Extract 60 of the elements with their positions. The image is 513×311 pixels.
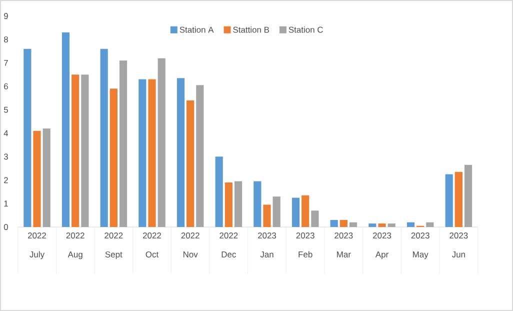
y-tick-label: 8 <box>4 36 8 42</box>
y-tick-label: 3 <box>4 154 8 160</box>
bar <box>272 196 280 227</box>
bar <box>426 222 434 227</box>
bar <box>110 88 118 227</box>
legend-label: Station A <box>180 26 214 33</box>
y-tick-label: 1 <box>4 200 8 206</box>
y-tick-label: 0 <box>4 224 8 230</box>
category-label: 2022 Aug <box>66 232 84 260</box>
category-label: 2022 July <box>28 232 46 260</box>
bar <box>234 181 242 227</box>
bar <box>186 100 194 227</box>
bar <box>176 78 185 227</box>
bar <box>330 220 338 227</box>
y-tick-label: 9 <box>4 13 8 19</box>
category-label: 2023 Mar <box>334 232 353 258</box>
bar <box>81 74 89 227</box>
bar <box>378 223 386 227</box>
bar <box>340 220 348 227</box>
y-tick-label: 7 <box>4 60 8 66</box>
bar <box>62 32 70 227</box>
category-label: 2023 May <box>411 232 430 260</box>
bar <box>388 223 396 227</box>
y-tick-label: 5 <box>4 106 8 113</box>
bar <box>445 174 453 227</box>
bar <box>302 195 310 227</box>
bar <box>254 181 262 227</box>
bar <box>100 48 108 227</box>
category-label: 2022 Nov <box>181 232 200 258</box>
bar <box>148 79 156 227</box>
bar <box>24 48 32 227</box>
y-tick-label: 2 <box>4 177 8 184</box>
category-label: 2022 Oct <box>143 232 161 258</box>
bar <box>263 204 271 227</box>
category-label: 2022 Sept <box>104 232 123 260</box>
category-label: 2023 Jun <box>450 232 468 258</box>
category-label: 2022 Dec <box>220 232 238 258</box>
category-label: 2023 Feb <box>296 232 314 258</box>
legend-label: Station C <box>288 26 323 33</box>
bar <box>292 198 300 227</box>
bar <box>464 164 472 227</box>
bar <box>215 156 223 227</box>
bar <box>138 79 146 227</box>
bar <box>368 223 376 227</box>
category-label: 2023 Jan <box>258 232 276 258</box>
bar <box>119 60 128 227</box>
legend-label: Stattion B <box>233 26 270 33</box>
bar <box>311 210 319 227</box>
bar <box>196 85 204 227</box>
category-label: 2023 Apr <box>373 232 392 260</box>
bar <box>158 58 166 227</box>
bar <box>406 222 415 227</box>
bar <box>454 172 462 227</box>
bar <box>42 128 50 227</box>
bar <box>349 222 358 227</box>
bar <box>224 182 232 227</box>
bar <box>72 74 80 227</box>
bar <box>33 130 41 227</box>
y-tick-label: 6 <box>4 83 8 90</box>
y-tick-label: 4 <box>4 130 8 136</box>
